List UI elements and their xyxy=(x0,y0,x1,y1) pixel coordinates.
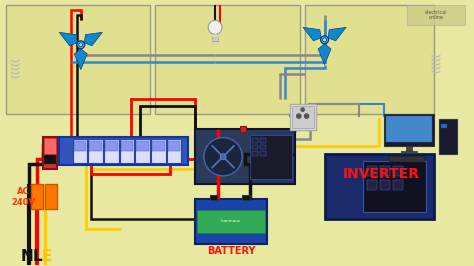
Bar xyxy=(43,137,57,169)
Text: AC
240V: AC 240V xyxy=(11,187,35,207)
Bar xyxy=(240,126,246,132)
Polygon shape xyxy=(59,32,77,46)
Bar xyxy=(252,151,258,156)
Bar xyxy=(212,37,218,41)
Bar xyxy=(167,139,181,163)
Bar xyxy=(121,141,133,151)
Bar xyxy=(195,199,267,244)
Bar xyxy=(151,139,165,163)
Bar xyxy=(393,180,402,190)
Bar xyxy=(260,151,266,156)
Bar xyxy=(406,146,412,151)
Bar xyxy=(104,139,119,163)
Bar xyxy=(73,139,88,163)
Bar xyxy=(210,195,218,200)
Text: L: L xyxy=(32,249,42,264)
Polygon shape xyxy=(318,44,331,65)
Text: electrical
online: electrical online xyxy=(425,10,447,20)
Text: N: N xyxy=(21,249,34,264)
Bar xyxy=(155,5,300,114)
Text: E: E xyxy=(42,249,52,264)
Bar xyxy=(44,138,56,154)
Circle shape xyxy=(323,38,327,42)
Bar xyxy=(197,210,265,232)
Bar xyxy=(367,166,377,176)
Bar xyxy=(325,154,434,219)
Circle shape xyxy=(301,108,305,112)
Bar xyxy=(260,144,266,149)
Bar xyxy=(441,124,447,128)
Bar xyxy=(6,5,150,114)
Circle shape xyxy=(220,154,226,160)
Bar xyxy=(74,141,86,151)
Bar xyxy=(195,129,295,184)
Polygon shape xyxy=(328,27,346,41)
Circle shape xyxy=(304,114,309,119)
Polygon shape xyxy=(84,32,102,46)
Bar xyxy=(59,137,188,165)
Circle shape xyxy=(204,138,242,176)
Bar xyxy=(152,141,164,151)
Bar xyxy=(305,5,434,114)
Bar xyxy=(386,117,432,142)
Circle shape xyxy=(77,41,85,49)
Bar xyxy=(89,139,103,163)
Bar xyxy=(389,156,424,161)
Polygon shape xyxy=(74,49,87,70)
Circle shape xyxy=(208,20,222,34)
Bar xyxy=(401,151,417,153)
Bar xyxy=(45,184,57,209)
Text: BATTERY: BATTERY xyxy=(207,246,255,256)
Bar xyxy=(380,180,390,190)
Circle shape xyxy=(320,36,328,44)
Bar xyxy=(363,161,426,213)
Text: INVERTER: INVERTER xyxy=(343,167,420,181)
Bar xyxy=(384,114,434,146)
Text: Luminous: Luminous xyxy=(221,219,241,223)
Circle shape xyxy=(79,43,83,47)
Bar xyxy=(290,105,316,130)
Bar xyxy=(367,180,377,190)
Bar xyxy=(105,141,118,151)
Bar xyxy=(31,184,43,209)
Bar xyxy=(120,139,134,163)
Bar xyxy=(242,195,250,200)
Bar xyxy=(137,141,149,151)
Bar xyxy=(407,5,465,25)
Bar xyxy=(393,166,402,176)
Bar xyxy=(136,139,150,163)
Bar xyxy=(252,138,258,143)
Bar xyxy=(168,141,180,151)
Bar xyxy=(260,138,266,143)
Bar xyxy=(90,141,102,151)
Bar xyxy=(292,106,314,128)
Bar xyxy=(252,144,258,149)
Circle shape xyxy=(296,114,301,119)
Bar xyxy=(439,119,457,154)
Bar xyxy=(250,135,292,178)
Bar xyxy=(380,166,390,176)
Polygon shape xyxy=(303,27,321,41)
Bar xyxy=(44,155,56,164)
